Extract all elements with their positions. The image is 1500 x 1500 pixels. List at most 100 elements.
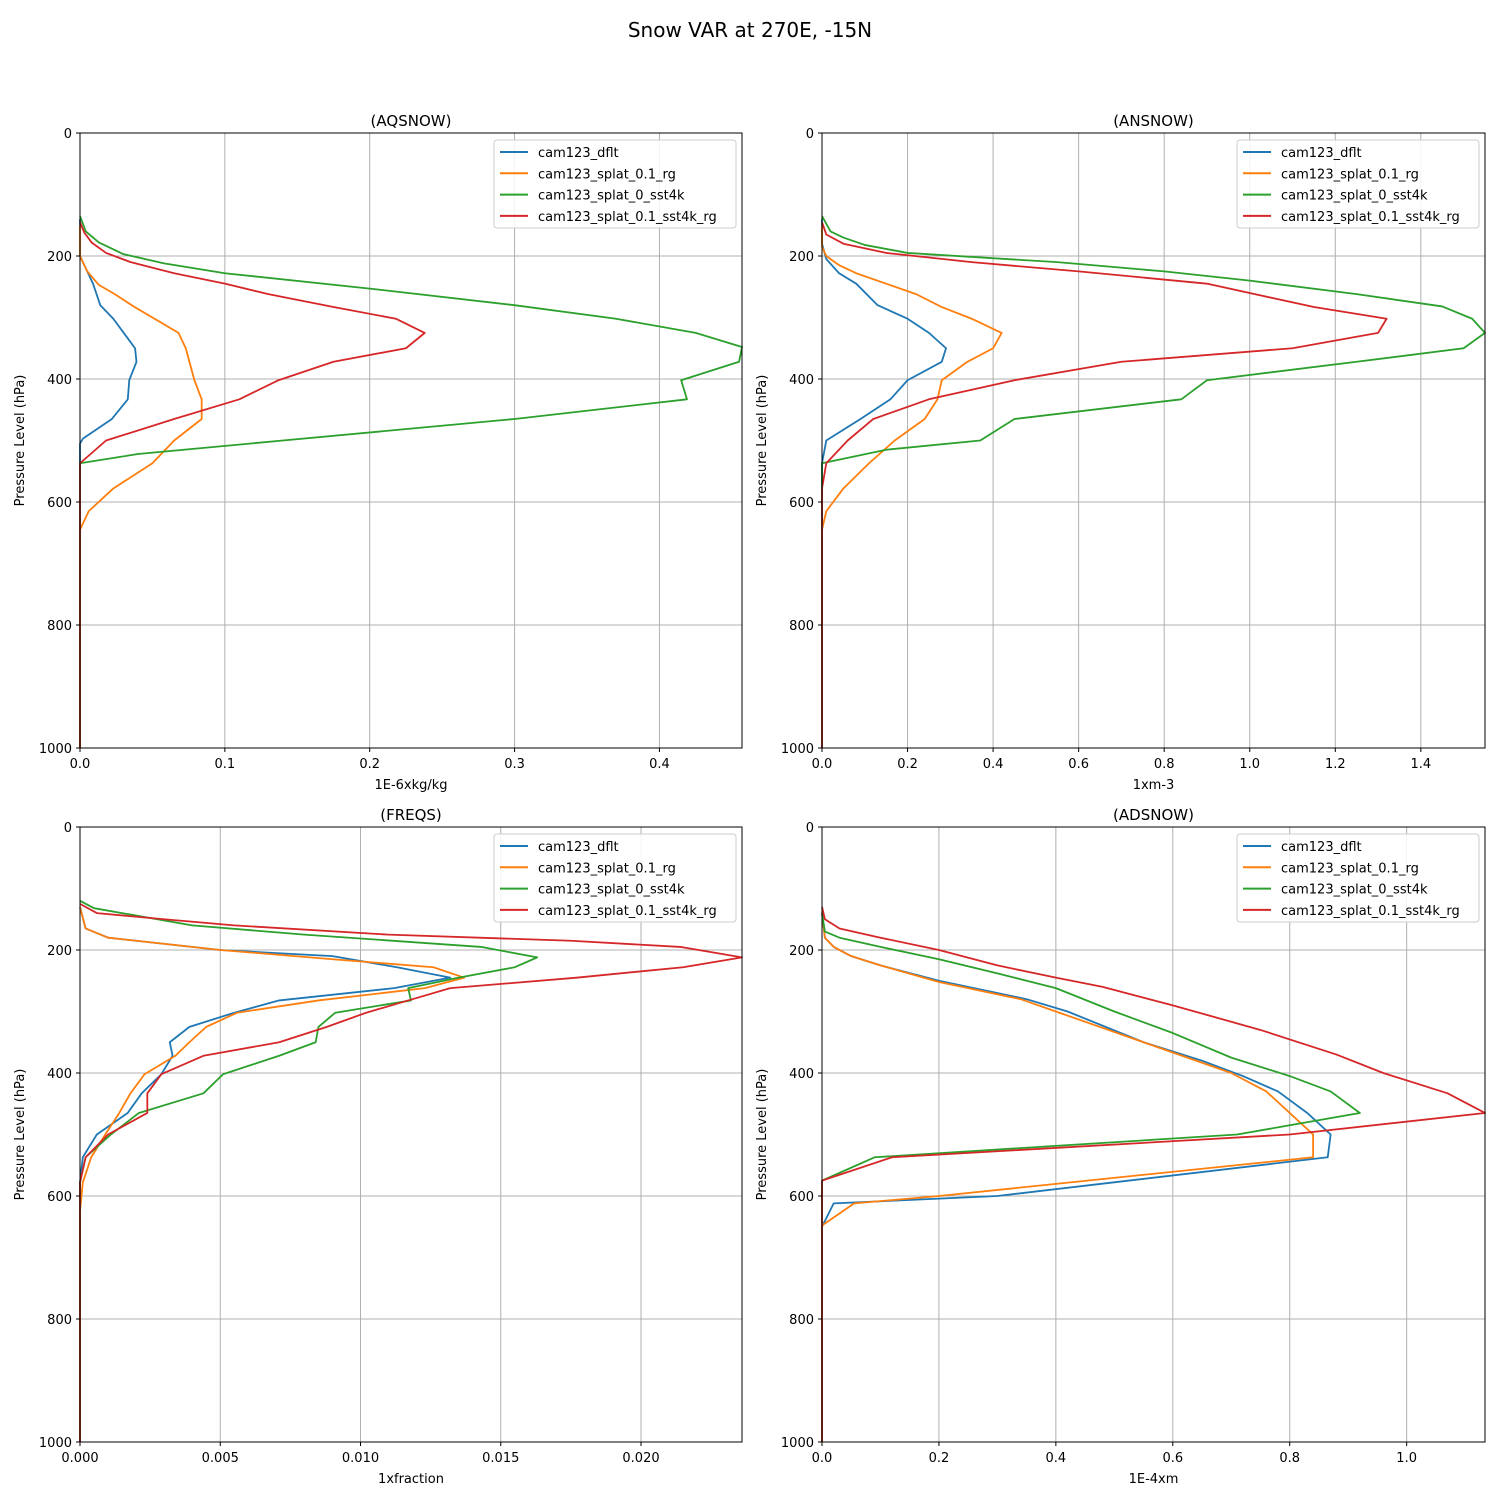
series-line-cam123_dflt [821, 912, 1332, 1442]
x-tick-label: 0.0 [812, 757, 833, 772]
x-tick-label: 0.0 [812, 1451, 833, 1466]
x-tick-label: 0.4 [649, 757, 670, 772]
y-tick-label: 200 [47, 250, 72, 265]
x-tick-label: 0.4 [1046, 1451, 1067, 1466]
x-tick-label: 0.3 [504, 757, 525, 772]
y-tick-label: 0 [806, 821, 814, 836]
x-tick-label: 0.1 [215, 757, 236, 772]
legend-label: cam123_splat_0_sst4k [538, 189, 685, 204]
legend-label: cam123_dflt [1281, 146, 1362, 161]
y-tick-label: 200 [789, 944, 814, 959]
x-tick-label: 0.8 [1279, 1451, 1300, 1466]
x-tick-label: 0.4 [983, 757, 1004, 772]
y-tick-label: 800 [789, 619, 814, 634]
plot-frame [79, 826, 743, 1443]
y-tick-label: 600 [789, 496, 814, 511]
series-line-cam123_splat_0.1_sst4k_rg [821, 221, 1388, 748]
y-tick-label: 1000 [39, 1436, 72, 1451]
y-tick-label: 0 [64, 821, 72, 836]
x-tick-label: 0.015 [482, 1451, 519, 1466]
series-line-cam123_splat_0.1_rg [821, 225, 1003, 748]
chart-title: (FREQS) [380, 806, 442, 824]
y-tick-label: 600 [47, 496, 72, 511]
legend-label: cam123_splat_0_sst4k [1281, 883, 1428, 898]
x-tick-label: 0.6 [1162, 1451, 1183, 1466]
legend: cam123_dflt cam123_splat_0.1_rg cam123_spl… [493, 139, 737, 229]
x-tick-label: 0.2 [359, 757, 380, 772]
legend-label: cam123_splat_0.1_rg [1281, 167, 1419, 182]
y-tick-label: 600 [47, 1190, 72, 1205]
x-axis-label: 1E-4xm [1129, 1472, 1179, 1487]
x-tick-label: 0.0 [70, 757, 91, 772]
y-tick-label: 1000 [781, 1436, 814, 1451]
y-tick-label: 400 [789, 373, 814, 388]
legend: cam123_dflt cam123_splat_0.1_rg cam123_spl… [1236, 833, 1480, 923]
x-tick-label: 0.005 [202, 1451, 239, 1466]
series-line-cam123_dflt [821, 219, 947, 748]
series-line-cam123_splat_0.1_sst4k_rg [821, 906, 1486, 1442]
legend-label: cam123_splat_0.1_sst4k_rg [538, 904, 717, 919]
legend-label: cam123_splat_0.1_sst4k_rg [538, 210, 717, 225]
x-tick-label: 0.6 [1068, 757, 1089, 772]
legend-label: cam123_splat_0.1_rg [538, 861, 676, 876]
y-tick-label: 200 [47, 944, 72, 959]
x-tick-label: 0.010 [342, 1451, 379, 1466]
chart-title: (ADSNOW) [1113, 806, 1194, 824]
chart-title: (AQSNOW) [371, 112, 452, 130]
legend: cam123_dflt cam123_splat_0.1_rg cam123_spl… [1236, 139, 1480, 229]
plot-frame [821, 132, 1486, 749]
y-tick-label: 400 [47, 1067, 72, 1082]
y-tick-label: 800 [47, 1313, 72, 1328]
x-tick-label: 0.8 [1154, 757, 1175, 772]
y-tick-label: 800 [47, 619, 72, 634]
legend-label: cam123_dflt [538, 840, 619, 855]
x-axis-label: 1xm-3 [1133, 778, 1175, 793]
legend-label: cam123_splat_0.1_sst4k_rg [1281, 210, 1460, 225]
x-tick-label: 1.4 [1410, 757, 1431, 772]
y-tick-label: 0 [806, 127, 814, 142]
y-axis-label: Pressure Level (hPa) [13, 375, 28, 507]
x-tick-label: 0.000 [61, 1451, 98, 1466]
chart-panels: (AQSNOW) 0.0 0.1 0.2 0.3 0.4 0 200 400 600 800 1000… [13, 112, 1486, 1487]
chart-panel-2: (ANSNOW) 0.0 0.2 0.4 0.6 0.8 1.0 1.2 1.4 0 200 400 6… [755, 112, 1486, 793]
series-line-cam123_splat_0_sst4k [821, 215, 1486, 748]
series-line-cam123_splat_0.1_sst4k_rg [79, 903, 743, 1442]
legend-label: cam123_splat_0_sst4k [538, 883, 685, 898]
chart-panel-3: (FREQS) 0.000 0.005 0.010 0.015 0.020 0 200 400 6… [13, 806, 743, 1487]
y-axis-label: Pressure Level (hPa) [13, 1069, 28, 1201]
figure-title: Snow VAR at 270E, -15N [628, 18, 872, 42]
series-line-cam123_splat_0.1_rg [79, 225, 203, 748]
y-tick-label: 400 [47, 373, 72, 388]
series-line-cam123_splat_0_sst4k [79, 900, 539, 1442]
x-tick-label: 0.2 [897, 757, 918, 772]
legend-box [1236, 139, 1480, 229]
y-tick-label: 1000 [39, 742, 72, 757]
y-axis-label: Pressure Level (hPa) [755, 375, 770, 507]
series-line-cam123_splat_0.1_sst4k_rg [79, 221, 426, 748]
y-tick-label: 0 [64, 127, 72, 142]
series-line-cam123_splat_0.1_rg [79, 906, 466, 1442]
x-tick-label: 1.2 [1325, 757, 1346, 772]
y-tick-label: 1000 [781, 742, 814, 757]
legend-box [493, 139, 737, 229]
x-tick-label: 1.0 [1239, 757, 1260, 772]
x-axis-label: 1E-6xkg/kg [374, 778, 447, 793]
chart-panel-1: (AQSNOW) 0.0 0.1 0.2 0.3 0.4 0 200 400 600 800 1000… [13, 112, 743, 793]
series-line-cam123_dflt [79, 219, 138, 748]
series-line-cam123_splat_0_sst4k [79, 215, 743, 748]
legend-box [1236, 833, 1480, 923]
y-tick-label: 400 [789, 1067, 814, 1082]
x-tick-label: 1.0 [1396, 1451, 1417, 1466]
legend-label: cam123_splat_0.1_sst4k_rg [1281, 904, 1460, 919]
series-line-cam123_dflt [79, 906, 452, 1442]
y-tick-label: 600 [789, 1190, 814, 1205]
x-tick-label: 0.020 [622, 1451, 659, 1466]
y-tick-label: 800 [789, 1313, 814, 1328]
legend-box [493, 833, 737, 923]
chart-title: (ANSNOW) [1113, 112, 1194, 130]
legend-label: cam123_splat_0.1_rg [1281, 861, 1419, 876]
plot-frame [79, 132, 743, 749]
chart-panel-4: (ADSNOW) 0.0 0.2 0.4 0.6 0.8 1.0 0 200 400 600 800 1… [755, 806, 1486, 1487]
y-axis-label: Pressure Level (hPa) [755, 1069, 770, 1201]
